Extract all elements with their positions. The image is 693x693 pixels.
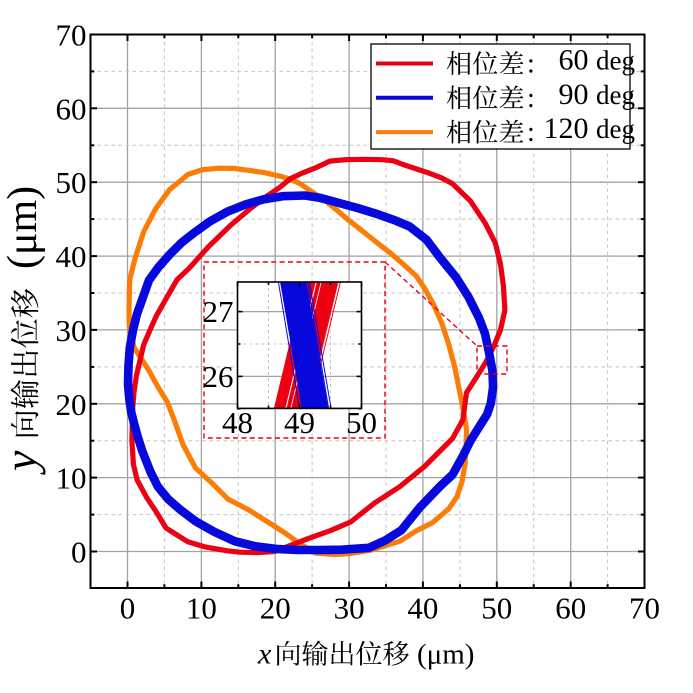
svg-text:90: 90 [559, 78, 589, 111]
svg-text:26: 26 [203, 359, 234, 394]
svg-text:40: 40 [407, 591, 438, 626]
svg-text:(μm): (μm) [417, 639, 474, 671]
svg-text:48: 48 [222, 405, 253, 440]
svg-text:27: 27 [203, 294, 234, 329]
svg-text:x: x [257, 638, 272, 671]
svg-text:30: 30 [56, 313, 87, 348]
svg-text:50: 50 [56, 165, 87, 200]
svg-text:10: 10 [186, 591, 217, 626]
svg-text:60: 60 [555, 591, 586, 626]
svg-text:40: 40 [56, 239, 87, 274]
svg-text:deg: deg [596, 46, 635, 76]
svg-text::: : [527, 49, 535, 80]
svg-text:60: 60 [56, 91, 87, 126]
svg-text:20: 20 [56, 387, 87, 422]
svg-text:0: 0 [120, 591, 136, 626]
svg-text:y: y [0, 450, 46, 475]
svg-text:10: 10 [56, 461, 87, 496]
svg-text:deg: deg [596, 80, 635, 110]
svg-text:(μm): (μm) [0, 186, 46, 269]
svg-text:120: 120 [544, 112, 589, 145]
svg-text:0: 0 [71, 535, 87, 570]
svg-text:deg: deg [596, 114, 635, 144]
svg-text::: : [527, 83, 535, 114]
svg-text:20: 20 [260, 591, 291, 626]
svg-text:49: 49 [284, 405, 315, 440]
svg-text:70: 70 [56, 18, 87, 53]
svg-text:60: 60 [559, 44, 589, 77]
svg-text:70: 70 [629, 591, 660, 626]
svg-text:50: 50 [481, 591, 512, 626]
svg-text:50: 50 [346, 405, 377, 440]
svg-text::: : [527, 117, 535, 148]
svg-text:30: 30 [334, 591, 365, 626]
